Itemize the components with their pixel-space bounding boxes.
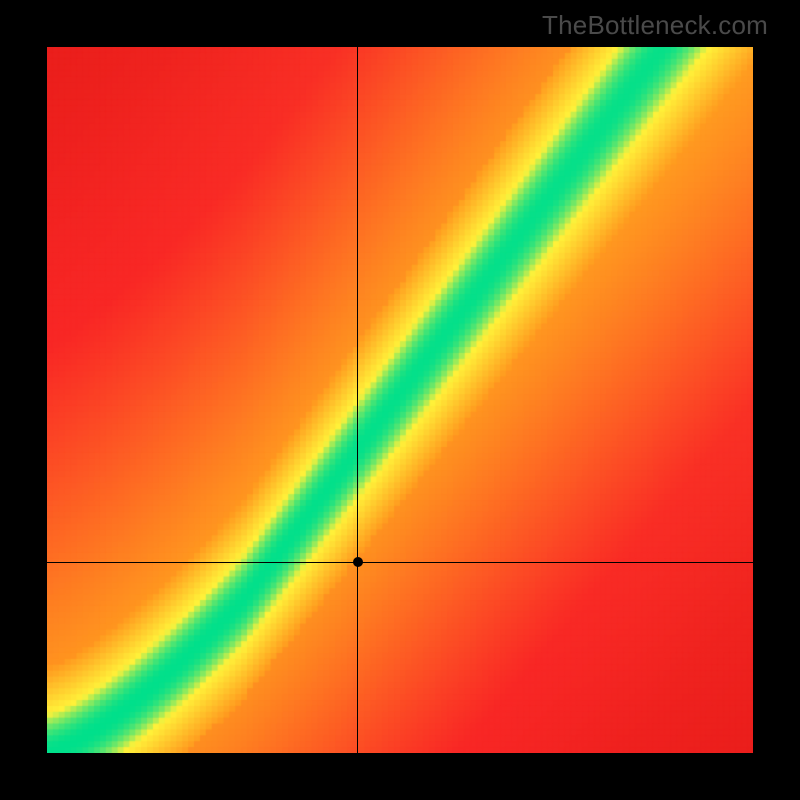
bottleneck-heatmap — [47, 47, 753, 753]
chart-container: TheBottleneck.com — [0, 0, 800, 800]
watermark-text: TheBottleneck.com — [542, 10, 768, 41]
crosshair-horizontal — [47, 562, 753, 563]
crosshair-vertical — [357, 47, 358, 753]
crosshair-marker — [353, 557, 363, 567]
